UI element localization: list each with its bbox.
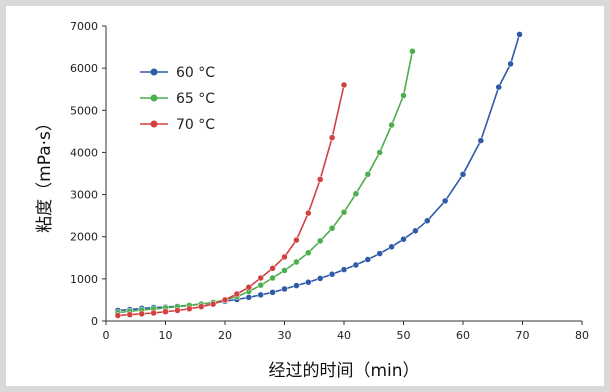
data-point: [233, 290, 241, 298]
data-point: [281, 267, 288, 274]
data-point: [477, 137, 485, 144]
y-tick-label: 3000: [70, 189, 98, 202]
series-2: [114, 48, 416, 316]
data-point: [516, 31, 523, 38]
data-point: [114, 312, 122, 319]
data-point: [269, 289, 276, 296]
legend-swatch-marker: [150, 120, 158, 128]
y-tick-label: 4000: [70, 146, 98, 159]
x-tick-label: 80: [575, 329, 589, 342]
data-point: [138, 310, 145, 318]
data-point: [400, 235, 407, 243]
legend-item-2: 65 °C: [140, 91, 215, 107]
data-point: [340, 209, 348, 216]
data-point: [364, 256, 372, 263]
x-tick-label: 10: [159, 329, 173, 342]
y-tick-label: 7000: [70, 20, 98, 33]
data-point: [162, 308, 169, 315]
data-point: [328, 134, 336, 141]
data-point: [281, 285, 288, 293]
data-point: [507, 60, 514, 68]
y-tick-label: 0: [91, 315, 98, 328]
chart-frame: 0 10 20 30 40 50 60 70 80 0 1000 2000 3000 4000 5000 60…: [6, 6, 604, 386]
data-point: [293, 258, 300, 266]
data-point: [281, 253, 288, 261]
data-point: [197, 303, 205, 310]
data-point: [316, 176, 324, 183]
y-tick-label: 2000: [70, 231, 98, 244]
data-point: [376, 149, 383, 156]
x-axis-title: 经过的时间（min）: [268, 361, 419, 381]
data-point: [495, 83, 502, 91]
data-point: [245, 294, 253, 301]
data-point: [305, 278, 312, 286]
data-point: [340, 266, 348, 273]
data-point: [305, 209, 312, 217]
data-point: [328, 225, 336, 232]
data-point: [245, 284, 253, 291]
series-3: [114, 81, 348, 319]
legend-label: 70 °C: [176, 117, 215, 133]
viscosity-chart: 0 10 20 30 40 50 60 70 80 0 1000 2000 3000 4000 5000 60…: [35, 20, 589, 381]
x-tick-label: 50: [397, 329, 411, 342]
x-tick-label: 40: [337, 329, 351, 342]
y-axis-title: 粘度（mPa·s）: [35, 114, 55, 233]
data-point: [352, 261, 360, 269]
data-point: [316, 275, 324, 282]
data-point: [293, 236, 300, 244]
y-tick-label: 1000: [70, 273, 98, 286]
x-tick-label: 30: [278, 329, 292, 342]
data-point: [328, 270, 336, 278]
data-point: [340, 81, 348, 89]
data-point: [174, 307, 181, 314]
data-point: [316, 237, 324, 245]
x-tick-label: 70: [516, 329, 530, 342]
legend-item-1: 60 °C: [140, 65, 215, 81]
data-point: [150, 309, 157, 317]
series-group: [114, 31, 523, 319]
legend-item-3: 70 °C: [140, 117, 215, 133]
data-point: [209, 300, 217, 308]
legend-label: 65 °C: [176, 91, 215, 107]
legend-swatch-marker: [150, 68, 158, 76]
data-point: [412, 227, 419, 235]
data-point: [441, 197, 449, 205]
data-point: [221, 296, 229, 304]
data-point: [293, 282, 300, 289]
y-tick-label: 6000: [70, 62, 98, 75]
x-tick-label: 60: [456, 329, 470, 342]
data-point: [400, 92, 407, 99]
axes: 0 10 20 30 40 50 60 70 80 0 1000 2000 3000 4000 5000 60…: [70, 20, 589, 342]
data-point: [257, 274, 264, 282]
data-point: [186, 305, 193, 313]
data-point: [424, 217, 431, 224]
data-point: [257, 281, 264, 289]
y-tick-label: 5000: [70, 104, 98, 117]
data-point: [257, 291, 264, 299]
legend-label: 60 °C: [176, 65, 215, 81]
data-point: [409, 48, 416, 55]
legend-swatch-marker: [150, 94, 158, 102]
data-point: [269, 274, 276, 282]
x-tick-label: 20: [218, 329, 232, 342]
data-point: [269, 265, 276, 272]
data-point: [459, 171, 467, 178]
data-point: [376, 250, 383, 257]
data-point: [126, 311, 134, 318]
x-tick-label: 0: [103, 329, 110, 342]
data-point: [352, 190, 360, 197]
data-point: [305, 249, 312, 256]
data-point: [388, 243, 395, 251]
legend: 60 °C 65 °C 70 °C: [140, 65, 215, 133]
data-point: [388, 121, 395, 129]
data-point: [364, 171, 372, 178]
